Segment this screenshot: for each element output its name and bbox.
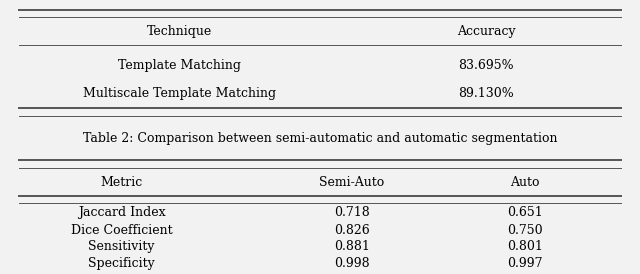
Text: 0.881: 0.881 — [334, 240, 370, 253]
Text: Multiscale Template Matching: Multiscale Template Matching — [83, 87, 276, 100]
Text: Metric: Metric — [100, 176, 143, 189]
Text: Accuracy: Accuracy — [92, 273, 151, 274]
Text: Auto: Auto — [510, 176, 540, 189]
Text: 0.826: 0.826 — [334, 224, 370, 237]
Text: 89.130%: 89.130% — [458, 87, 515, 100]
Text: Technique: Technique — [147, 25, 212, 38]
Text: Dice Coefficient: Dice Coefficient — [71, 224, 172, 237]
Text: Sensitivity: Sensitivity — [88, 240, 155, 253]
Text: 0.992: 0.992 — [507, 273, 543, 274]
Text: 0.651: 0.651 — [507, 206, 543, 219]
Text: 0.997: 0.997 — [507, 256, 543, 270]
Text: Table 2: Comparison between semi-automatic and automatic segmentation: Table 2: Comparison between semi-automat… — [83, 132, 557, 145]
Text: Specificity: Specificity — [88, 256, 155, 270]
Text: Jaccard Index: Jaccard Index — [78, 206, 165, 219]
Text: Template Matching: Template Matching — [118, 59, 241, 72]
Text: 0.996: 0.996 — [334, 273, 370, 274]
Text: Accuracy: Accuracy — [457, 25, 516, 38]
Text: Semi-Auto: Semi-Auto — [319, 176, 385, 189]
Text: 83.695%: 83.695% — [459, 59, 514, 72]
Text: 0.998: 0.998 — [334, 256, 370, 270]
Text: 0.750: 0.750 — [507, 224, 543, 237]
Text: 0.801: 0.801 — [507, 240, 543, 253]
Text: 0.718: 0.718 — [334, 206, 370, 219]
